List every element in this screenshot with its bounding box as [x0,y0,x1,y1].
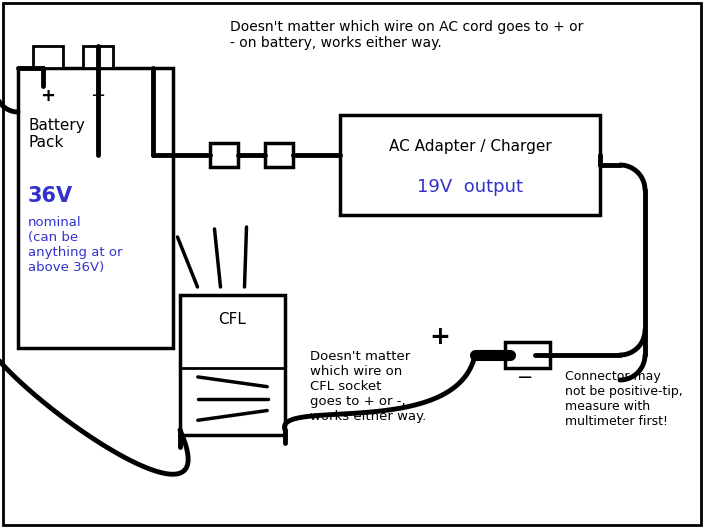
Text: 36V: 36V [28,186,73,206]
Text: Doesn't matter which wire on AC cord goes to + or
- on battery, works either way: Doesn't matter which wire on AC cord goe… [230,20,584,50]
Bar [265,143,293,167]
Bar [180,295,285,435]
Text: +: + [41,87,56,105]
Text: Battery
Pack: Battery Pack [28,118,84,150]
Text: −: − [90,87,106,105]
Text: CFL: CFL [218,313,246,327]
Bar [210,143,238,167]
Bar [33,46,63,68]
Text: 19V  output: 19V output [417,178,523,196]
Text: AC Adapter / Charger: AC Adapter / Charger [389,139,551,155]
Bar [83,46,113,68]
Text: Connector may
not be positive-tip,
measure with
multimeter first!: Connector may not be positive-tip, measu… [565,370,683,428]
Bar [340,115,600,215]
Text: Doesn't matter
which wire on
CFL socket
goes to + or -,
works either way.: Doesn't matter which wire on CFL socket … [310,350,426,423]
Text: −: − [517,367,533,386]
Bar [18,68,173,348]
Text: +: + [429,325,451,349]
Bar [505,342,550,368]
Text: nominal
(can be
anything at or
above 36V): nominal (can be anything at or above 36V… [28,216,122,274]
